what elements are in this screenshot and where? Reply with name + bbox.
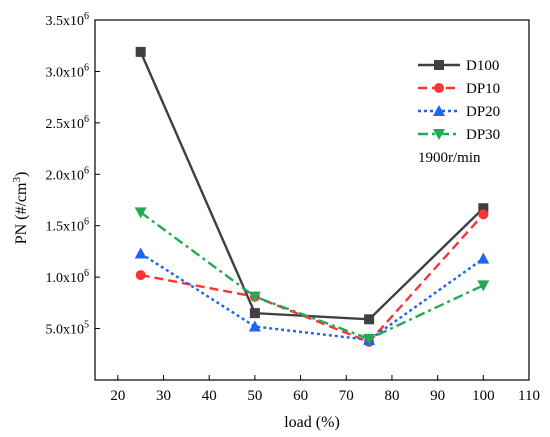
- data-point-dp30: [363, 333, 376, 345]
- data-point-d100: [135, 46, 146, 57]
- y-tick-label: 5.0x105: [46, 320, 90, 338]
- y-tick-label: 2.5x106: [46, 114, 90, 132]
- axis-ticks: [95, 19, 530, 380]
- data-point-d100: [364, 314, 375, 325]
- x-tick-label: 90: [430, 388, 445, 404]
- data-point-dp30: [134, 207, 147, 219]
- x-tick-label: 80: [384, 388, 399, 404]
- legend-label-d100: D100: [466, 58, 499, 74]
- legend-marker-dp10: [434, 83, 444, 93]
- data-point-dp30: [248, 291, 261, 303]
- legend-item-dp10: DP10: [418, 81, 500, 97]
- y-axis-title-sup: 3: [11, 177, 23, 183]
- y-tick-label: 2.0x106: [46, 165, 90, 183]
- legend-label-dp20: DP20: [466, 104, 500, 120]
- series-d100: [135, 46, 489, 325]
- y-tick-label: 3.0x106: [46, 62, 90, 80]
- x-tick-label: 30: [156, 388, 171, 404]
- x-axis-title: load (%): [284, 414, 340, 431]
- y-tick-label: 1.5x106: [46, 217, 90, 235]
- series-dp30: [134, 207, 490, 345]
- series-line-dp30: [139, 211, 484, 341]
- x-tick-label: 70: [339, 388, 354, 404]
- legend-marker-d100: [434, 60, 444, 70]
- legend-item-dp20: DP20: [418, 104, 500, 120]
- series-dp20: [134, 247, 490, 345]
- series-line-d100: [139, 51, 485, 321]
- legend-item-d100: D100: [418, 58, 499, 74]
- series-layer: [134, 46, 490, 347]
- series-line-dp10: [140, 213, 485, 344]
- x-tick-label: 100: [472, 388, 495, 404]
- y-tick-label: 1.0x106: [46, 268, 90, 286]
- y-tick-label: 3.5x106: [46, 11, 90, 29]
- legend-label-dp30: DP30: [466, 127, 500, 143]
- data-point-dp30: [477, 280, 490, 292]
- x-tick-label: 20: [110, 388, 125, 404]
- series-line-dp20: [140, 252, 485, 342]
- legend-label-dp10: DP10: [466, 81, 500, 97]
- data-point-dp20: [248, 320, 261, 332]
- data-point-dp20: [134, 247, 147, 259]
- y-axis-title-main: PN (#/cm: [13, 182, 30, 244]
- legend: D100 DP10 DP20 DP30: [418, 58, 500, 143]
- legend-marker-dp30: [433, 129, 445, 140]
- data-point-d100: [249, 308, 260, 319]
- tick-labels: 20 30 40 50 60 70 80 90 100 110 5.0x105 1.0x106 1.5x…: [46, 11, 540, 404]
- data-point-dp20: [477, 252, 490, 264]
- x-tick-label: 60: [293, 388, 308, 404]
- legend-item-dp30: DP30: [418, 127, 500, 143]
- data-point-dp10: [135, 270, 146, 281]
- x-tick-label: 110: [518, 388, 540, 404]
- y-axis-title-tail: ): [13, 172, 30, 177]
- legend-marker-dp20: [433, 105, 445, 116]
- y-axis-title: PN (#/cm3): [11, 172, 30, 245]
- x-tick-label: 50: [247, 388, 262, 404]
- plot-frame: [94, 19, 530, 381]
- data-point-dp10: [478, 209, 489, 220]
- x-tick-label: 40: [202, 388, 217, 404]
- data-point-d100: [478, 203, 489, 214]
- annotation-speed: 1900r/min: [418, 150, 481, 166]
- series-dp10: [135, 209, 489, 347]
